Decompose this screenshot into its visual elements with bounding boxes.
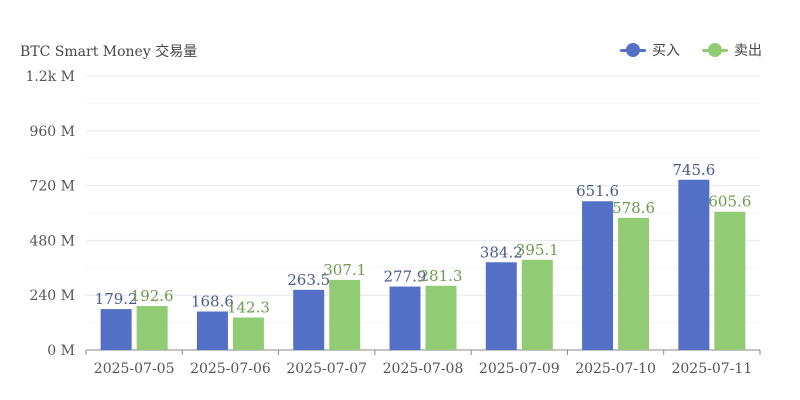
data-label-buy: 651.6 (576, 182, 619, 200)
bar-buy (678, 179, 710, 350)
bar-buy (100, 309, 132, 350)
legend-swatch-sell (702, 43, 728, 57)
x-tick-label: 2025-07-06 (190, 361, 271, 377)
legend-item-buy[interactable]: 买入 (620, 40, 680, 60)
data-label-buy: 168.6 (191, 293, 234, 311)
y-tick-label: 960 M (29, 124, 75, 140)
data-label-buy: 179.2 (95, 290, 138, 308)
bar-buy (293, 289, 325, 350)
legend-label-sell: 卖出 (734, 43, 762, 59)
bar-sell (232, 317, 264, 350)
data-label-sell: 605.6 (708, 193, 751, 211)
bar-sell (329, 279, 361, 350)
x-tick-label: 2025-07-05 (94, 361, 175, 377)
data-label-buy: 745.6 (672, 161, 715, 179)
data-label-buy: 277.9 (384, 268, 427, 286)
x-tick-label: 2025-07-08 (383, 361, 464, 377)
bar-buy (389, 286, 421, 350)
legend-label-buy: 买入 (652, 43, 680, 59)
data-label-buy: 263.5 (287, 271, 330, 289)
x-tick-label: 2025-07-07 (286, 361, 367, 377)
bar-buy (582, 201, 614, 350)
bar-buy (485, 262, 517, 350)
y-tick-label: 0 M (47, 343, 75, 359)
chart-legend: 买入 卖出 (620, 40, 762, 60)
bar-buy (196, 311, 228, 350)
bar-sell (136, 306, 168, 350)
data-label-sell: 578.6 (612, 199, 655, 217)
chart-title: BTC Smart Money 交易量 (20, 44, 198, 60)
bar-sell (714, 211, 746, 350)
y-tick-label: 240 M (29, 288, 75, 304)
y-tick-label: 720 M (29, 179, 75, 195)
legend-item-sell[interactable]: 卖出 (702, 40, 762, 60)
y-tick-label: 480 M (29, 233, 75, 249)
data-label-sell: 281.3 (420, 267, 463, 285)
legend-swatch-buy (620, 43, 646, 57)
data-label-sell: 395.1 (516, 241, 559, 259)
x-tick-label: 2025-07-11 (671, 361, 752, 377)
data-label-sell: 192.6 (131, 287, 174, 305)
x-tick-label: 2025-07-09 (479, 361, 560, 377)
y-tick-label: 1.2k M (25, 69, 75, 85)
bar-sell (521, 259, 553, 350)
x-tick-label: 2025-07-10 (575, 361, 656, 377)
data-label-sell: 142.3 (227, 299, 270, 317)
bar-sell (618, 217, 650, 350)
data-label-sell: 307.1 (323, 261, 366, 279)
bar-sell (425, 285, 457, 350)
data-label-buy: 384.2 (480, 243, 523, 261)
